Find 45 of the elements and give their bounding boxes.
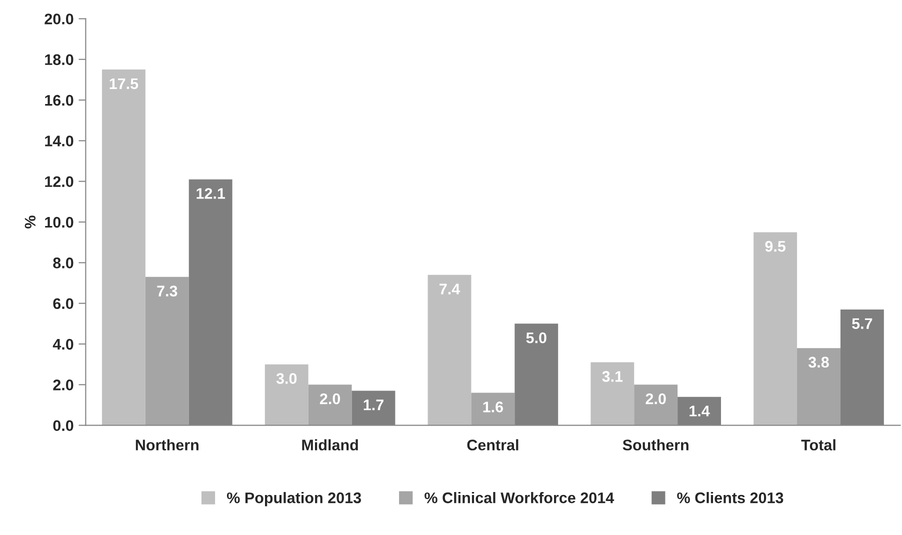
data-label: 1.6 bbox=[483, 402, 504, 412]
bar bbox=[145, 276, 189, 426]
data-label: 5.7 bbox=[852, 318, 872, 329]
y-tick-label: 4.0 bbox=[52, 338, 74, 350]
data-label: 1.7 bbox=[364, 400, 384, 410]
y-tick-label: 14.0 bbox=[45, 136, 74, 146]
bar bbox=[754, 232, 798, 426]
bar bbox=[797, 348, 840, 426]
x-tick-label: Southern bbox=[622, 439, 688, 450]
y-tick-label: 16.0 bbox=[45, 94, 74, 106]
x-tick-label: Total bbox=[801, 439, 836, 450]
bar bbox=[634, 384, 678, 426]
data-label: 12.1 bbox=[196, 188, 226, 199]
bar bbox=[264, 364, 308, 426]
x-tick-label: Northern bbox=[136, 439, 198, 450]
data-label: 7.4 bbox=[440, 284, 460, 294]
data-label: 1.4 bbox=[690, 406, 710, 416]
y-axis-title: % bbox=[24, 216, 36, 228]
x-tick-label: Midland bbox=[302, 439, 358, 450]
y-tick-label: 6.0 bbox=[53, 298, 74, 310]
y-tick-label: 12.0 bbox=[45, 176, 74, 188]
bar bbox=[590, 362, 634, 426]
data-label: 3.0 bbox=[276, 373, 297, 384]
data-label: 3.8 bbox=[808, 356, 829, 368]
data-label: 2.0 bbox=[320, 393, 340, 404]
bar bbox=[428, 274, 472, 426]
data-label: 2.0 bbox=[646, 393, 666, 404]
y-tick-label: 2.0 bbox=[53, 380, 74, 390]
data-label: 17.5 bbox=[110, 78, 138, 90]
bar bbox=[471, 392, 515, 426]
y-tick-label: 8.0 bbox=[53, 258, 74, 268]
bar bbox=[102, 70, 146, 426]
data-label: 7.3 bbox=[157, 286, 178, 296]
legend-label: % Clinical Workforce 2014 bbox=[424, 492, 614, 504]
legend-label: % Clients 2013 bbox=[677, 492, 784, 504]
x-tick-label: Central bbox=[467, 439, 518, 450]
legend-label: % Population 2013 bbox=[226, 492, 362, 506]
data-label: 9.5 bbox=[765, 240, 786, 252]
y-tick-label: 10.0 bbox=[45, 216, 74, 228]
bar bbox=[308, 384, 352, 426]
data-label: 5.0 bbox=[526, 332, 546, 344]
data-label: 3.1 bbox=[602, 371, 623, 382]
y-tick-label: 18.0 bbox=[45, 54, 74, 66]
y-tick-label: 0.0 bbox=[53, 420, 74, 432]
y-tick-label: 20.0 bbox=[44, 14, 74, 24]
